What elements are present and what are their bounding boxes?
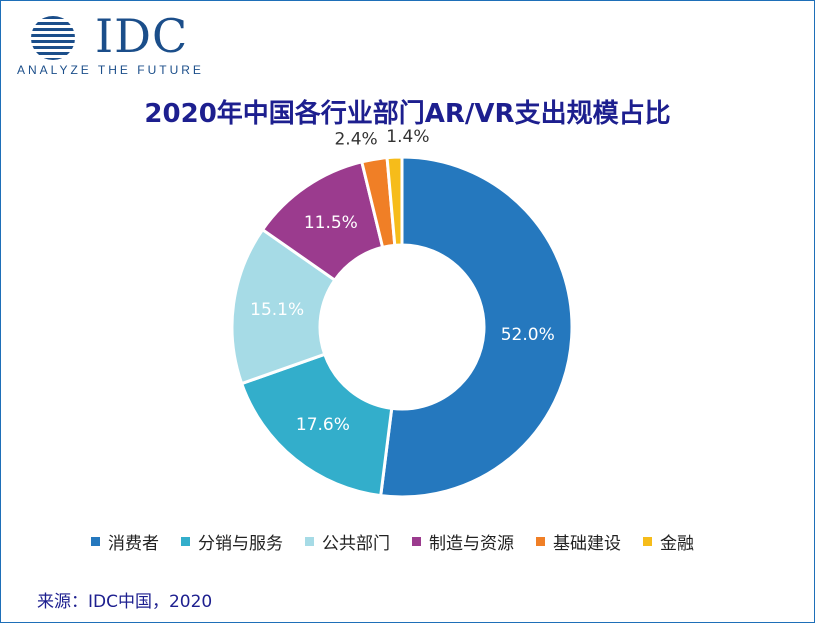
legend-swatch bbox=[91, 537, 100, 546]
chart-title: 2020年中国各行业部门AR/VR支出规模占比 bbox=[144, 99, 671, 129]
slice-distribution-services bbox=[239, 352, 394, 498]
legend-label: 公共部门 bbox=[322, 534, 390, 554]
legend-item-finance: 金融 bbox=[643, 529, 694, 554]
legend-item-public-sector: 公共部门 bbox=[305, 529, 390, 554]
data-label-manufacturing-resources: 11.5% bbox=[304, 213, 358, 233]
legend-item-distribution-services: 分销与服务 bbox=[181, 529, 283, 554]
donut-chart: 52.0% 17.6% 15.1% 11.5% 2.4% 1.4% bbox=[230, 127, 574, 499]
data-label-public-sector: 15.1% bbox=[250, 300, 304, 320]
legend-swatch bbox=[181, 537, 190, 546]
legend-swatch bbox=[536, 537, 545, 546]
data-label-finance: 1.4% bbox=[386, 127, 429, 147]
legend-swatch bbox=[412, 537, 421, 546]
slice-consumer bbox=[379, 155, 574, 499]
idc-logo: IDC ANALYZE THE FUTURE bbox=[15, 9, 201, 79]
globe-icon bbox=[31, 16, 75, 60]
logo-tagline: ANALYZE THE FUTURE bbox=[17, 63, 204, 77]
source-note: 来源：IDC中国，2020 bbox=[37, 592, 213, 612]
legend-swatch bbox=[305, 537, 314, 546]
legend-label: 基础建设 bbox=[553, 534, 621, 554]
chart-legend: 消费者 分销与服务 公共部门 制造与资源 基础建设 金融 bbox=[91, 529, 694, 554]
slice-finance bbox=[385, 155, 404, 247]
legend-item-manufacturing-resources: 制造与资源 bbox=[412, 529, 514, 554]
legend-item-consumer: 消费者 bbox=[91, 529, 159, 554]
legend-label: 消费者 bbox=[108, 534, 159, 554]
logo-text: IDC bbox=[95, 9, 189, 63]
data-label-distribution-services: 17.6% bbox=[296, 415, 350, 435]
legend-swatch bbox=[643, 537, 652, 546]
data-label-consumer: 52.0% bbox=[501, 325, 555, 345]
legend-item-infrastructure: 基础建设 bbox=[536, 529, 621, 554]
data-label-infrastructure: 2.4% bbox=[334, 129, 377, 149]
legend-label: 分销与服务 bbox=[198, 534, 283, 554]
legend-label: 制造与资源 bbox=[429, 534, 514, 554]
legend-label: 金融 bbox=[660, 534, 694, 554]
